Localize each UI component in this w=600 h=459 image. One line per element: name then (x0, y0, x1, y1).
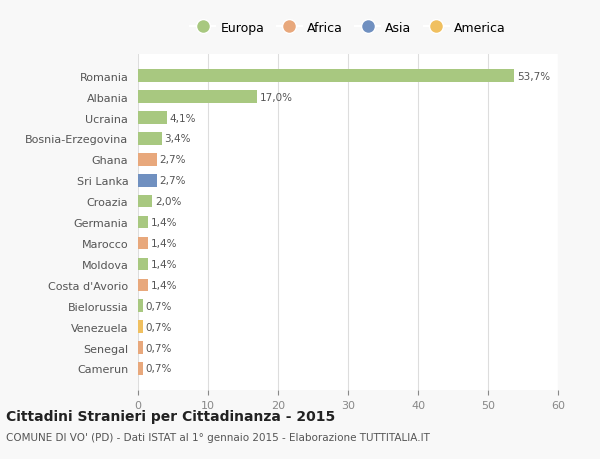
Bar (138, 112, 167, 124)
Bar (138, 237, 148, 250)
Bar (138, 279, 148, 291)
Text: 4,1%: 4,1% (170, 113, 196, 123)
Text: 0,7%: 0,7% (146, 301, 172, 311)
Bar (138, 91, 257, 104)
Bar (138, 154, 157, 166)
Text: 0,7%: 0,7% (146, 364, 172, 374)
Bar (138, 341, 143, 354)
Legend: Europa, Africa, Asia, America: Europa, Africa, Asia, America (187, 18, 509, 38)
Text: 2,7%: 2,7% (160, 155, 186, 165)
Text: 1,4%: 1,4% (151, 259, 177, 269)
Bar (138, 216, 148, 229)
Text: 1,4%: 1,4% (151, 280, 177, 290)
Bar (138, 70, 514, 83)
Text: 1,4%: 1,4% (151, 239, 177, 248)
Bar (138, 133, 162, 146)
Text: COMUNE DI VO' (PD) - Dati ISTAT al 1° gennaio 2015 - Elaborazione TUTTITALIA.IT: COMUNE DI VO' (PD) - Dati ISTAT al 1° ge… (6, 432, 430, 442)
Bar (138, 300, 143, 312)
Bar (138, 174, 157, 187)
Text: 3,4%: 3,4% (164, 134, 191, 144)
Bar (138, 363, 143, 375)
Text: 1,4%: 1,4% (151, 218, 177, 228)
Bar (138, 258, 148, 271)
Text: 0,7%: 0,7% (146, 343, 172, 353)
Text: 2,7%: 2,7% (160, 176, 186, 186)
Text: 53,7%: 53,7% (517, 72, 550, 82)
Text: 17,0%: 17,0% (260, 92, 293, 102)
Text: 2,0%: 2,0% (155, 197, 181, 207)
Bar (138, 321, 143, 333)
Bar (138, 196, 152, 208)
Text: 0,7%: 0,7% (146, 322, 172, 332)
Text: Cittadini Stranieri per Cittadinanza - 2015: Cittadini Stranieri per Cittadinanza - 2… (6, 409, 335, 423)
